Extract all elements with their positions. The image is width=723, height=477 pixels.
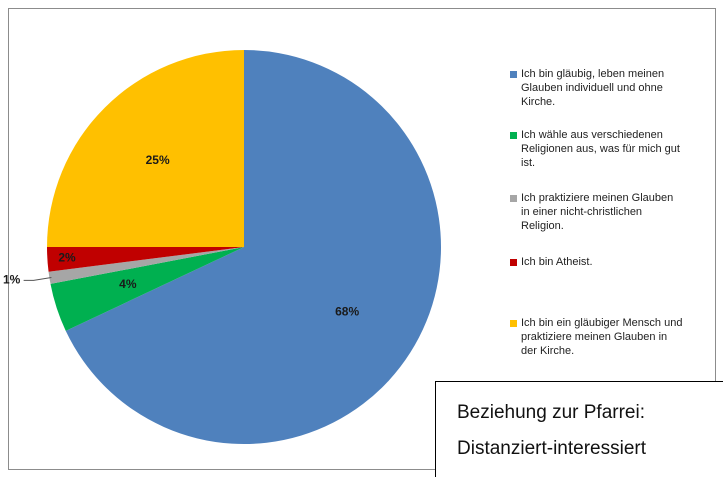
leader-line: [23, 277, 52, 281]
info-box-line: Beziehung zur Pfarrei:: [457, 402, 645, 423]
slice-value-label: 4%: [119, 277, 137, 291]
slice-value-label: 2%: [58, 250, 76, 264]
legend-item: Ich bin gläubig, leben meinen Glauben in…: [510, 67, 710, 109]
legend-swatch: [510, 320, 517, 327]
legend-swatch: [510, 71, 517, 78]
legend-label: Ich wähle aus verschiedenen Religionen a…: [521, 129, 680, 169]
pie-slice: [47, 247, 244, 272]
legend-item: Ich bin Atheist.: [510, 255, 710, 269]
pie-slice: [50, 247, 244, 331]
pie-slice: [48, 247, 244, 284]
legend-label: Ich bin Atheist.: [521, 256, 593, 268]
legend-item: Ich bin ein gläubiger Mensch und praktiz…: [510, 316, 710, 358]
legend-label: Ich bin gläubig, leben meinen Glauben in…: [521, 68, 665, 108]
pie-slice: [47, 50, 244, 247]
pie-labels: 68% 4% 1% 2% 25%: [3, 153, 360, 319]
slice-value-label: 25%: [146, 153, 170, 167]
legend-label: Ich praktiziere meinen Glauben in einer …: [521, 192, 674, 232]
legend-label: Ich bin ein gläubiger Mensch und praktiz…: [521, 317, 683, 357]
info-box-line: Distanziert-interessiert: [457, 438, 646, 459]
legend-swatch: [510, 259, 517, 266]
pie-slices: [47, 50, 441, 444]
legend-swatch: [510, 195, 517, 202]
pie-slice: [65, 50, 441, 444]
slice-value-label: 1%: [3, 272, 21, 286]
info-box: Beziehung zur Pfarrei: Distanziert-inter…: [435, 381, 723, 477]
legend-item: Ich praktiziere meinen Glauben in einer …: [510, 191, 710, 233]
legend-item: Ich wähle aus verschiedenen Religionen a…: [510, 128, 710, 170]
legend-swatch: [510, 132, 517, 139]
slice-value-label: 68%: [335, 305, 359, 319]
